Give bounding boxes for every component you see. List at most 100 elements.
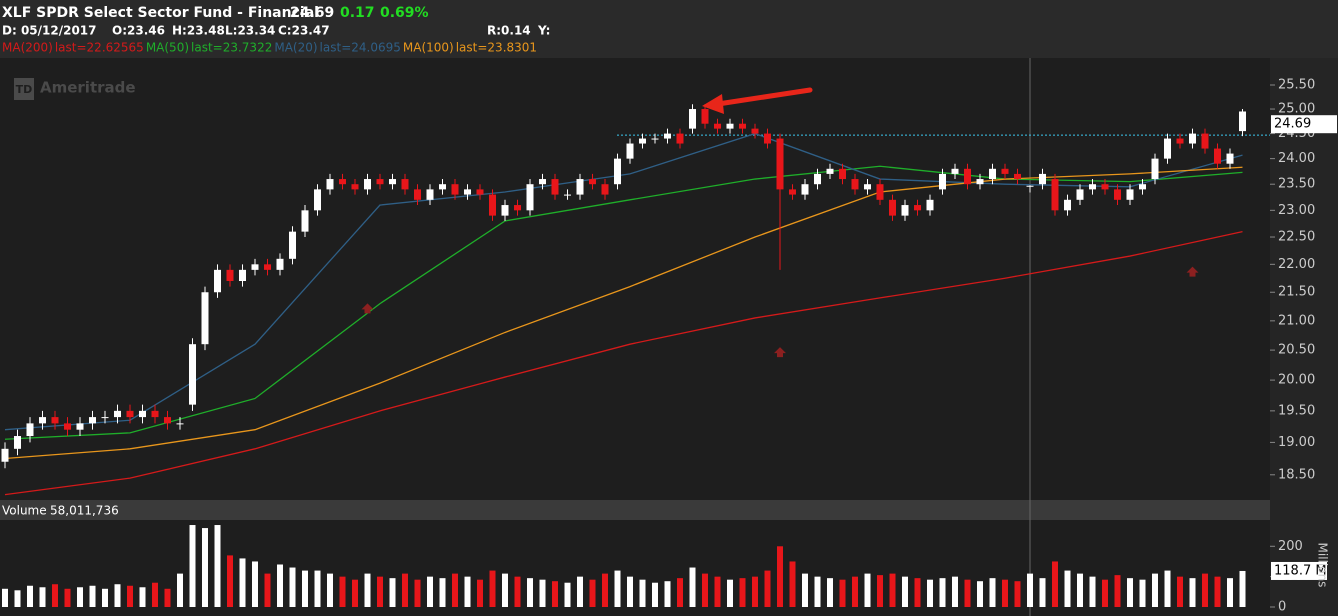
volume-bar	[1227, 578, 1233, 607]
volume-bar	[989, 578, 996, 607]
info: O:23.46	[112, 24, 165, 38]
volume-bar	[39, 587, 46, 607]
volume-bar	[714, 576, 721, 607]
candle-body	[401, 179, 409, 190]
volume-bar	[827, 578, 833, 607]
candle-body	[564, 194, 571, 196]
candle-body	[1114, 189, 1121, 200]
candle-body	[376, 179, 384, 185]
volume-bar	[302, 570, 308, 607]
last-volume-box	[1271, 561, 1327, 580]
volume-bar	[89, 585, 96, 607]
candle-body	[1101, 184, 1109, 190]
candle-body	[714, 123, 721, 129]
candle-body	[539, 179, 546, 185]
volume-bar	[1177, 576, 1183, 607]
candle-body	[201, 292, 209, 345]
candle-body	[964, 168, 971, 185]
volume-bar	[402, 573, 408, 607]
volume-bar	[377, 576, 383, 607]
candle-body	[414, 189, 421, 200]
volume-bar	[1077, 573, 1083, 607]
volume-bar	[764, 570, 771, 607]
header-bg	[0, 0, 1338, 58]
candle-body	[951, 168, 959, 174]
volume-bar	[677, 578, 683, 607]
volume-bar	[314, 570, 321, 607]
candle-body	[901, 205, 909, 216]
volume-bar	[339, 576, 346, 607]
volume-bar	[514, 576, 521, 607]
volume-bar	[1152, 573, 1158, 607]
candle-body	[1089, 184, 1096, 190]
candle-body	[489, 194, 496, 216]
signal-marker	[1186, 266, 1199, 277]
volume-bar	[164, 588, 171, 607]
candle-body	[689, 109, 696, 129]
volume-bar	[652, 582, 658, 607]
volume-bar	[739, 578, 746, 607]
candle-body	[326, 179, 334, 190]
volume-bar	[1102, 579, 1108, 607]
last-price-box	[1271, 115, 1337, 134]
volume-bar	[1114, 575, 1121, 607]
volume-bar	[277, 564, 283, 607]
volume-bar	[2, 588, 8, 607]
arrow-head	[702, 94, 724, 114]
candle-body	[439, 184, 446, 190]
volume-bar	[1052, 561, 1058, 607]
volume-pane	[0, 520, 1270, 616]
candle-body	[989, 168, 996, 180]
volume-bar	[452, 573, 458, 607]
candle-body	[764, 133, 771, 144]
candle-body	[926, 199, 934, 211]
candle-body	[176, 423, 184, 425]
volume-bar	[852, 576, 858, 607]
candle-body	[776, 138, 784, 190]
candle-body	[1039, 173, 1046, 185]
volume-bar	[1002, 579, 1008, 607]
moving-average	[4, 165, 1243, 440]
last-volume: 118.7 M	[1274, 563, 1327, 578]
candle-body	[89, 417, 96, 424]
volume-bar	[139, 587, 146, 607]
legend-last: last=22.62565	[55, 41, 144, 55]
volume-bar	[389, 578, 396, 607]
candle-body	[814, 173, 821, 185]
volume-bar	[52, 584, 58, 607]
volume-bar	[777, 546, 783, 607]
volume-bar	[177, 573, 183, 607]
volume-bar	[102, 588, 108, 607]
candle-body	[1026, 185, 1034, 187]
y-tick-label: 25.50	[1278, 77, 1315, 92]
moving-average	[4, 166, 1243, 460]
volume-bar	[1064, 570, 1071, 607]
y-tick-label: 22.50	[1278, 230, 1315, 245]
volume-bar	[927, 579, 933, 607]
candle-body	[351, 184, 359, 190]
candle-body	[126, 410, 134, 418]
volume-bar	[1189, 578, 1196, 607]
candle-body	[626, 143, 634, 159]
candle-body	[526, 184, 534, 211]
volume-bar	[864, 573, 871, 607]
candle-body	[1214, 148, 1221, 164]
candle-body	[639, 138, 646, 144]
volume-bar	[839, 579, 846, 607]
legend-name: MA(50)	[146, 41, 189, 55]
legend-name: MA(100)	[403, 41, 454, 55]
candle-body	[1001, 168, 1009, 174]
volume-bar	[64, 588, 71, 607]
volume-bar	[477, 579, 483, 607]
legend-name: MA(200)	[2, 41, 53, 55]
candle-body	[1076, 189, 1084, 200]
candle-body	[1176, 138, 1184, 144]
info: R:0.14	[487, 24, 531, 38]
volume-axis-label: Millions	[1316, 543, 1330, 588]
candle-body	[1014, 173, 1021, 180]
info: Y:	[537, 24, 550, 38]
y-tick-label: 23.00	[1278, 203, 1315, 218]
legend-last: last=23.7322	[191, 41, 272, 55]
volume-bar	[14, 590, 21, 607]
candle-body	[914, 205, 921, 211]
